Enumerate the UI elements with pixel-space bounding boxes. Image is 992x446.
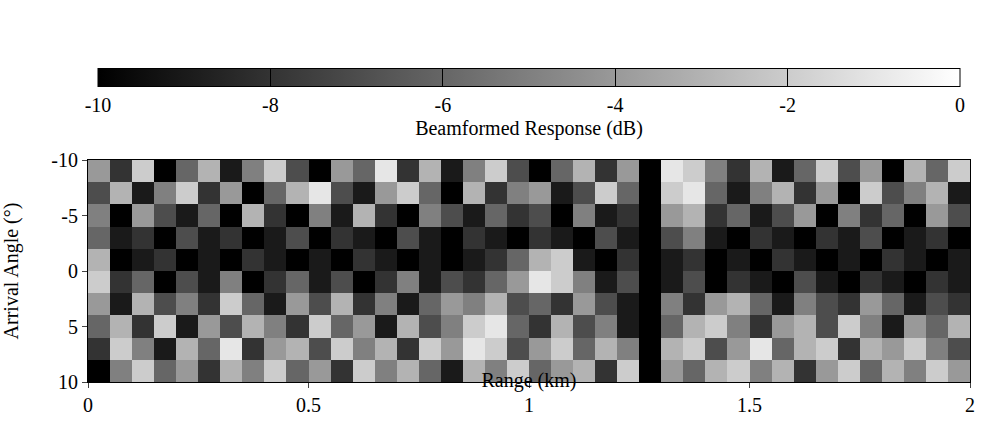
svg-text:Range (km): Range (km) — [482, 369, 577, 392]
svg-text:10: 10 — [58, 371, 78, 393]
svg-text:2: 2 — [965, 394, 975, 416]
svg-text:0: 0 — [83, 394, 93, 416]
svg-text:-6: -6 — [434, 94, 451, 116]
svg-text:1: 1 — [524, 394, 534, 416]
svg-text:1.5: 1.5 — [737, 394, 762, 416]
svg-text:-10: -10 — [85, 94, 112, 116]
svg-text:-5: -5 — [61, 205, 78, 227]
svg-text:-8: -8 — [262, 94, 279, 116]
svg-text:Beamformed Response (dB): Beamformed Response (dB) — [415, 118, 643, 141]
svg-text:-2: -2 — [779, 94, 796, 116]
svg-text:5: 5 — [68, 316, 78, 338]
svg-text:Arrival Angle (°): Arrival Angle (°) — [0, 203, 23, 340]
svg-text:0.5: 0.5 — [296, 394, 321, 416]
svg-text:-10: -10 — [51, 149, 78, 171]
svg-text:0: 0 — [955, 94, 965, 116]
svg-text:-4: -4 — [607, 94, 624, 116]
svg-text:0: 0 — [68, 260, 78, 282]
